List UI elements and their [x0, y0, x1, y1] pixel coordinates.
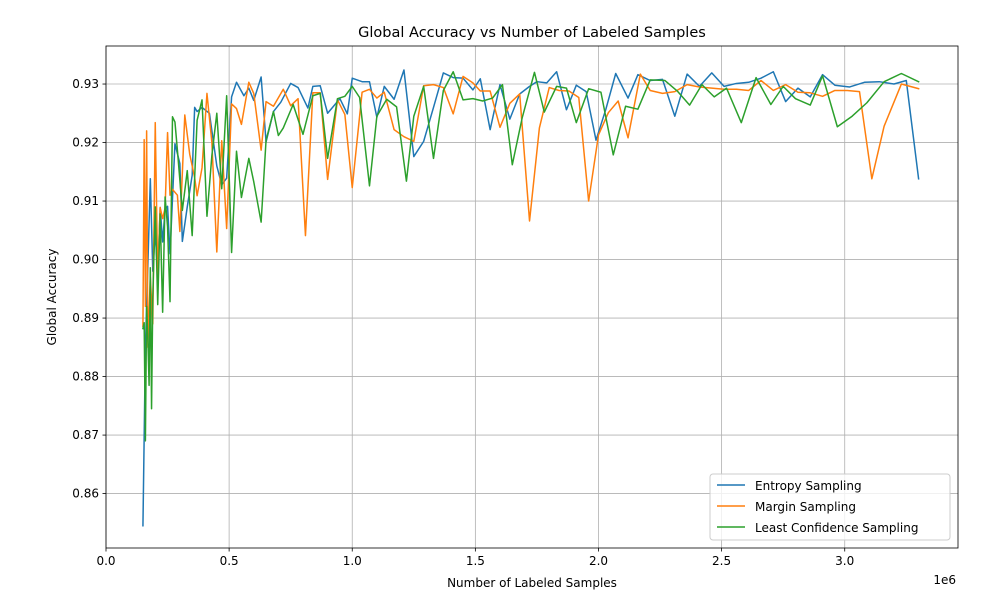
x-axis-multiplier: 1e6 — [933, 573, 956, 587]
x-tick-label: 3.0 — [835, 554, 854, 568]
y-tick-label: 0.92 — [72, 136, 99, 150]
legend-label-margin: Margin Sampling — [755, 500, 856, 514]
x-tick-label: 2.0 — [589, 554, 608, 568]
y-tick-label: 0.89 — [72, 311, 99, 325]
x-axis-label: Number of Labeled Samples — [447, 576, 617, 590]
series-line-entropy-sampling — [142, 69, 920, 527]
legend-label-entropy: Entropy Sampling — [755, 479, 862, 493]
y-tick-label: 0.88 — [72, 370, 99, 384]
x-tick-label: 1.5 — [466, 554, 485, 568]
ticks-layer: 0.0 0.5 1.0 1.5 2.0 2.5 3.0 0.86 0.87 0.88 0.89 0.9… — [72, 77, 854, 568]
legend: Entropy Sampling Margin Sampling Least C… — [709, 473, 951, 541]
y-tick-label: 0.91 — [72, 194, 99, 208]
plot-area — [106, 46, 958, 548]
chart-title: Global Accuracy vs Number of Labeled Sam… — [358, 25, 706, 41]
y-tick-label: 0.86 — [72, 487, 99, 501]
y-axis-label: Global Accuracy — [45, 249, 59, 346]
y-tick-label: 0.93 — [72, 77, 99, 91]
y-tick-label: 0.87 — [72, 428, 99, 442]
y-tick-label: 0.90 — [72, 253, 99, 267]
series-line-least-confidence-sampling — [142, 70, 920, 442]
plot-frame — [105, 45, 959, 549]
series-layer — [142, 69, 920, 527]
x-tick-label: 0.0 — [96, 554, 115, 568]
x-tick-label: 0.5 — [220, 554, 239, 568]
legend-label-least-confidence: Least Confidence Sampling — [755, 521, 918, 535]
x-tick-label: 2.5 — [712, 554, 731, 568]
legend-box — [709, 473, 951, 541]
series-line-margin-sampling — [142, 73, 920, 349]
x-tick-label: 1.0 — [343, 554, 362, 568]
